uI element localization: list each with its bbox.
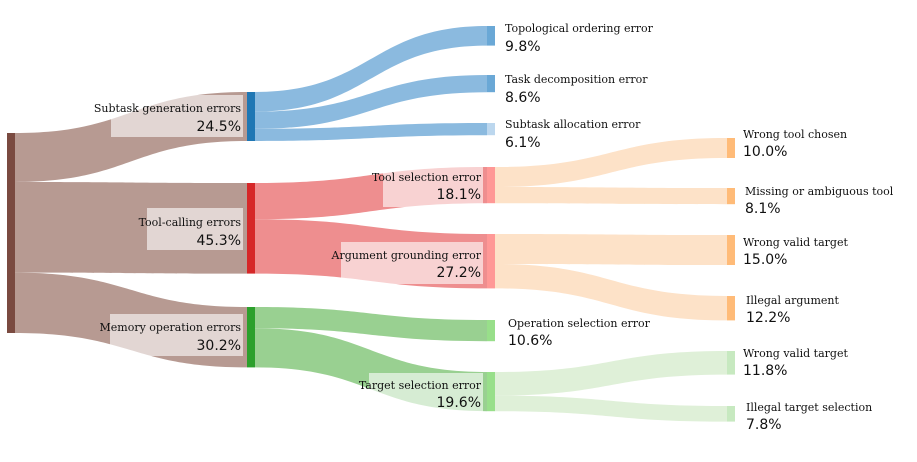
label-pct-illarg: 12.2% bbox=[746, 310, 790, 326]
label-pct-alloc: 6.1% bbox=[505, 135, 541, 151]
node-targsel bbox=[487, 372, 495, 412]
label-pct-subtask: 24.5% bbox=[197, 119, 241, 135]
link-arggr-to-wvt1 bbox=[495, 234, 727, 265]
label-pct-wvt2: 11.8% bbox=[743, 363, 787, 379]
link-targsel-to-illtarg bbox=[495, 395, 727, 422]
label-pct-missing: 8.1% bbox=[745, 201, 781, 217]
label-name-alloc: Subtask allocation error bbox=[505, 118, 641, 131]
label-pct-topo: 9.8% bbox=[505, 39, 541, 55]
link-targsel-to-wvt2 bbox=[495, 351, 727, 396]
node-root bbox=[7, 133, 15, 333]
node-illtarg bbox=[727, 406, 735, 422]
label-box-targsel bbox=[369, 373, 483, 415]
node-wvt2 bbox=[727, 351, 735, 375]
label-name-arggr: Argument grounding error bbox=[331, 249, 482, 262]
node-decomp bbox=[487, 75, 495, 93]
node-topo bbox=[487, 26, 495, 46]
label-box-memory bbox=[110, 314, 243, 356]
label-name-wvt1: Wrong valid target bbox=[743, 236, 848, 249]
link-toolsel-to-missing bbox=[495, 187, 727, 205]
label-name-subtask: Subtask generation errors bbox=[94, 102, 241, 115]
label-pct-decomp: 8.6% bbox=[505, 90, 541, 106]
label-name-targsel: Target selection error bbox=[359, 379, 482, 392]
label-name-wrongtool: Wrong tool chosen bbox=[743, 128, 847, 141]
label-pct-toolcall: 45.3% bbox=[197, 233, 241, 249]
label-name-memory: Memory operation errors bbox=[100, 321, 242, 334]
node-layer bbox=[7, 26, 735, 422]
node-wvt1 bbox=[727, 235, 735, 265]
label-box-toolcall bbox=[147, 208, 243, 250]
link-root-to-toolcall bbox=[15, 182, 247, 274]
node-arggr bbox=[487, 234, 495, 289]
label-pct-opsel: 10.6% bbox=[508, 333, 552, 349]
label-layer: Subtask generation errors 24.5% Tool-calli… bbox=[94, 22, 894, 433]
node-toolsel bbox=[487, 167, 495, 204]
link-subtask-to-alloc bbox=[255, 123, 487, 141]
label-box-arggr bbox=[341, 242, 483, 284]
label-name-opsel: Operation selection error bbox=[508, 317, 651, 330]
label-pct-illtarg: 7.8% bbox=[746, 417, 782, 433]
label-name-decomp: Task decomposition error bbox=[505, 73, 648, 86]
link-toolsel-to-wrongtool bbox=[495, 138, 727, 187]
label-name-toolsel: Tool selection error bbox=[372, 171, 482, 184]
node-toolcall bbox=[247, 183, 255, 274]
label-box-subtask bbox=[111, 95, 243, 137]
node-missing bbox=[727, 188, 735, 205]
label-box-toolsel bbox=[383, 165, 483, 207]
link-subtask-to-topo bbox=[255, 26, 487, 112]
node-wrongtool bbox=[727, 138, 735, 158]
label-name-wvt2: Wrong valid target bbox=[743, 347, 848, 360]
label-pct-wvt1: 15.0% bbox=[743, 252, 787, 268]
label-pct-toolsel: 18.1% bbox=[437, 187, 481, 203]
link-memory-to-opsel bbox=[255, 307, 487, 342]
link-subtask-to-decomp bbox=[255, 75, 487, 129]
node-memory bbox=[247, 307, 255, 368]
label-name-topo: Topological ordering error bbox=[505, 22, 654, 35]
label-pct-memory: 30.2% bbox=[197, 338, 241, 354]
label-pct-wrongtool: 10.0% bbox=[743, 144, 787, 160]
link-arggr-to-illarg bbox=[495, 264, 727, 321]
node-opsel bbox=[487, 320, 495, 342]
label-name-illarg: Illegal argument bbox=[746, 294, 839, 307]
label-name-illtarg: Illegal target selection bbox=[746, 401, 872, 414]
label-name-missing: Missing or ambiguous tool bbox=[745, 185, 894, 198]
node-subtask bbox=[247, 92, 255, 141]
label-name-toolcall: Tool-calling errors bbox=[139, 216, 242, 229]
node-alloc bbox=[487, 123, 495, 136]
node-illarg bbox=[727, 296, 735, 321]
label-pct-targsel: 19.6% bbox=[437, 395, 481, 411]
label-pct-arggr: 27.2% bbox=[437, 265, 481, 281]
